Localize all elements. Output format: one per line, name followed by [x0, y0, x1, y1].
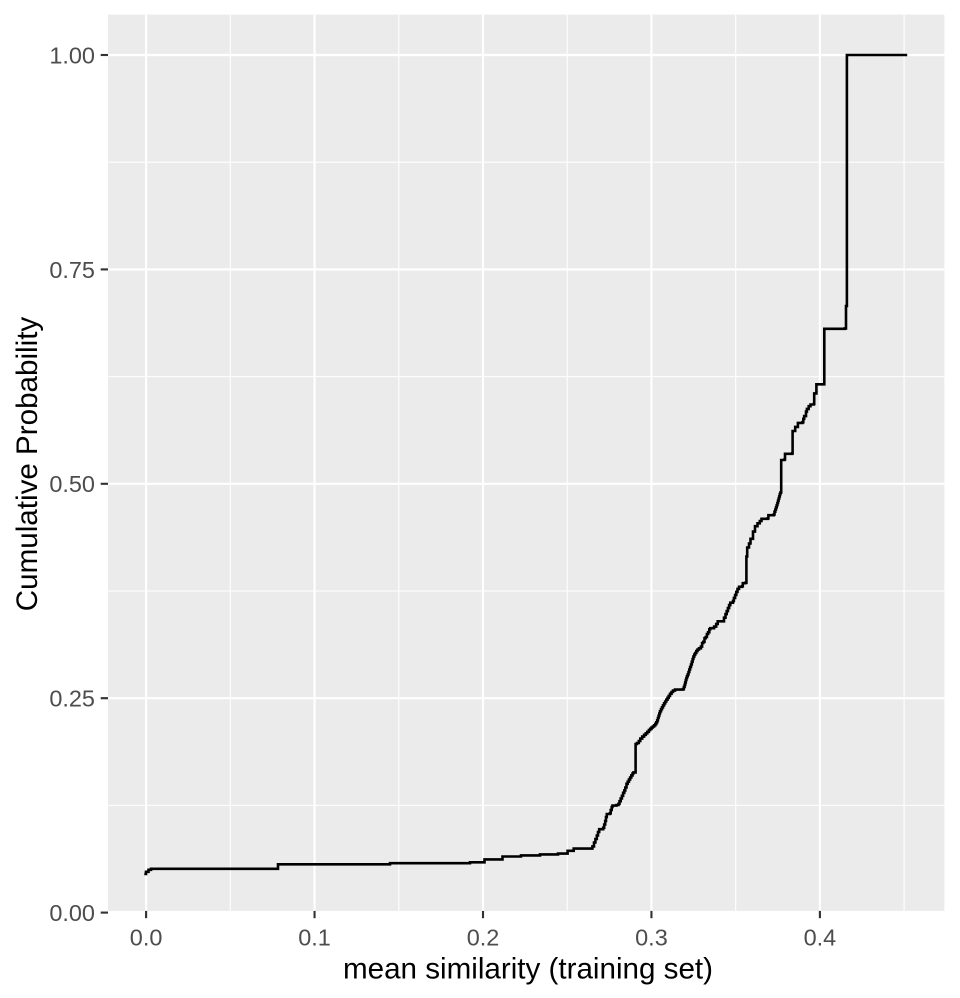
svg-text:0.25: 0.25 [49, 686, 95, 712]
svg-text:0.50: 0.50 [49, 471, 95, 497]
svg-text:0.0: 0.0 [130, 925, 163, 951]
svg-text:0.4: 0.4 [804, 925, 837, 951]
svg-text:0.75: 0.75 [49, 257, 95, 283]
svg-text:0.2: 0.2 [467, 925, 500, 951]
svg-text:mean similarity (training set): mean similarity (training set) [343, 953, 713, 986]
svg-text:0.3: 0.3 [635, 925, 668, 951]
svg-text:1.00: 1.00 [49, 42, 95, 68]
svg-text:Cumulative Probability: Cumulative Probability [11, 317, 44, 612]
svg-text:0.1: 0.1 [298, 925, 331, 951]
svg-text:0.00: 0.00 [49, 900, 95, 926]
